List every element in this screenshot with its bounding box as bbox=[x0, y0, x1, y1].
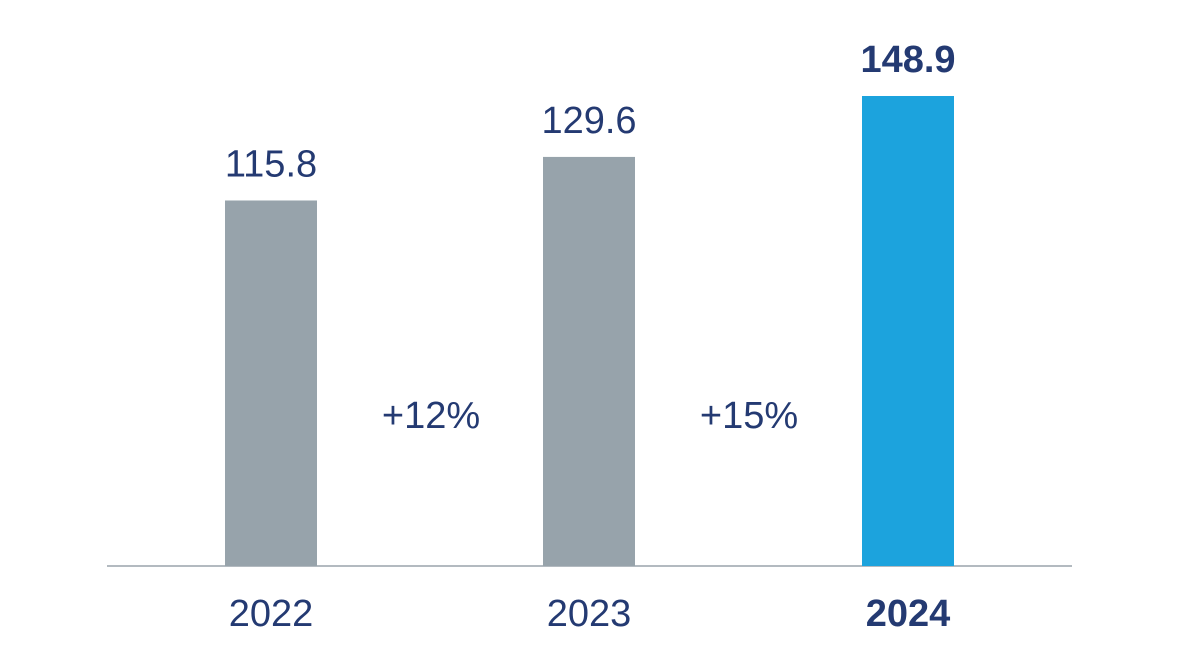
bars-group bbox=[225, 96, 954, 566]
value-label-2023: 129.6 bbox=[541, 100, 636, 142]
x-tick-label-2024: 2024 bbox=[866, 593, 951, 635]
value-label-2024: 148.9 bbox=[860, 39, 955, 81]
growth-label-2: +15% bbox=[700, 395, 798, 437]
x-tick-label-2023: 2023 bbox=[547, 593, 632, 635]
x-tick-labels-group: 2022 2023 2024 bbox=[229, 593, 951, 635]
bar-2024 bbox=[862, 96, 954, 566]
growth-label-1: +12% bbox=[382, 395, 480, 437]
value-label-2022: 115.8 bbox=[225, 143, 317, 185]
growth-labels-group: +12% +15% bbox=[382, 395, 798, 437]
value-labels-group: 115.8 129.6 148.9 bbox=[225, 39, 956, 185]
bar-2022 bbox=[225, 200, 317, 566]
x-tick-label-2022: 2022 bbox=[229, 593, 314, 635]
bar-2023 bbox=[543, 156, 635, 566]
